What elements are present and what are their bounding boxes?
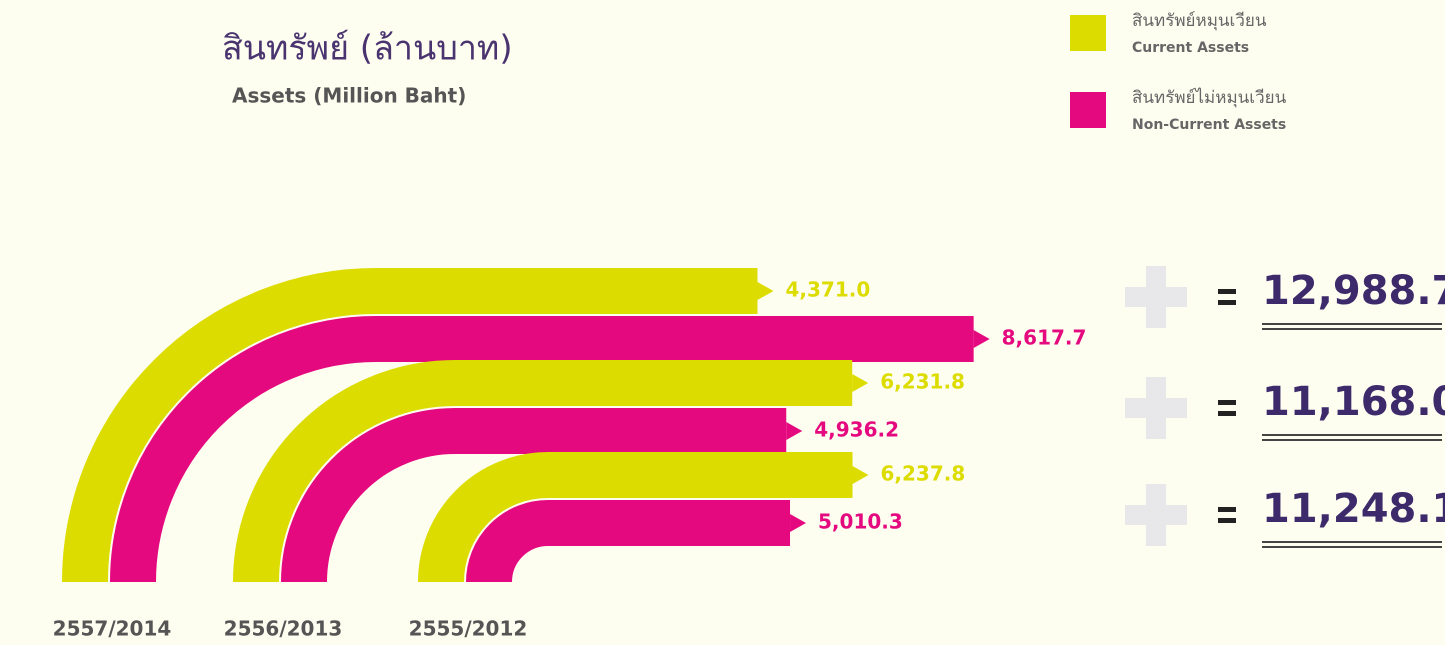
underline [1262,323,1442,325]
legend-swatch [1070,15,1106,51]
equals [1218,300,1236,305]
bar-tip [790,514,807,532]
bar [418,452,853,583]
chart-subtitle: Assets (Million Baht) [232,84,466,108]
bar [281,408,787,583]
value-label: 6,237.8 [881,462,966,486]
equals [1218,411,1236,416]
underline [1262,541,1442,543]
underline [1262,328,1442,330]
value-label: 4,371.0 [785,278,870,302]
underline [1262,434,1442,436]
value-label: 4,936.2 [814,418,899,442]
plus-v [1146,484,1166,546]
bar-tip [852,466,869,484]
bar [62,268,758,583]
x-tick-label: 2555/2012 [409,617,528,641]
legend-label: สินทรัพย์ไม่หมุนเวียน [1132,87,1287,108]
chart-title: สินทรัพย์ (ล้านบาท) [222,29,513,69]
bar [110,316,974,583]
bar-tip [852,374,869,392]
legend-label-en: Current Assets [1132,40,1249,56]
value-label: 8,617.7 [1002,326,1087,350]
total-label: 12,988.7 [1262,268,1445,314]
total-label: 11,248.1 [1262,486,1445,532]
equals [1218,289,1236,294]
bar-tip [973,330,990,348]
equals [1218,518,1236,523]
bar [466,500,791,584]
bar-tip [757,282,774,300]
legend-label: สินทรัพย์หมุนเวียน [1132,11,1267,31]
bar [233,360,853,583]
bar-tip [786,422,803,440]
x-tick-label: 2557/2014 [53,617,172,641]
equals [1218,400,1236,405]
underline [1262,546,1442,548]
equals [1218,507,1236,512]
legend-swatch [1070,92,1106,128]
value-label: 6,231.8 [880,370,965,394]
underline [1262,439,1442,441]
value-label: 5,010.3 [818,510,903,534]
legend-label-en: Non-Current Assets [1132,117,1286,133]
plus-v [1146,377,1166,439]
x-tick-label: 2556/2013 [224,617,343,641]
plus-v [1146,266,1166,328]
total-label: 11,168.0 [1262,379,1445,425]
